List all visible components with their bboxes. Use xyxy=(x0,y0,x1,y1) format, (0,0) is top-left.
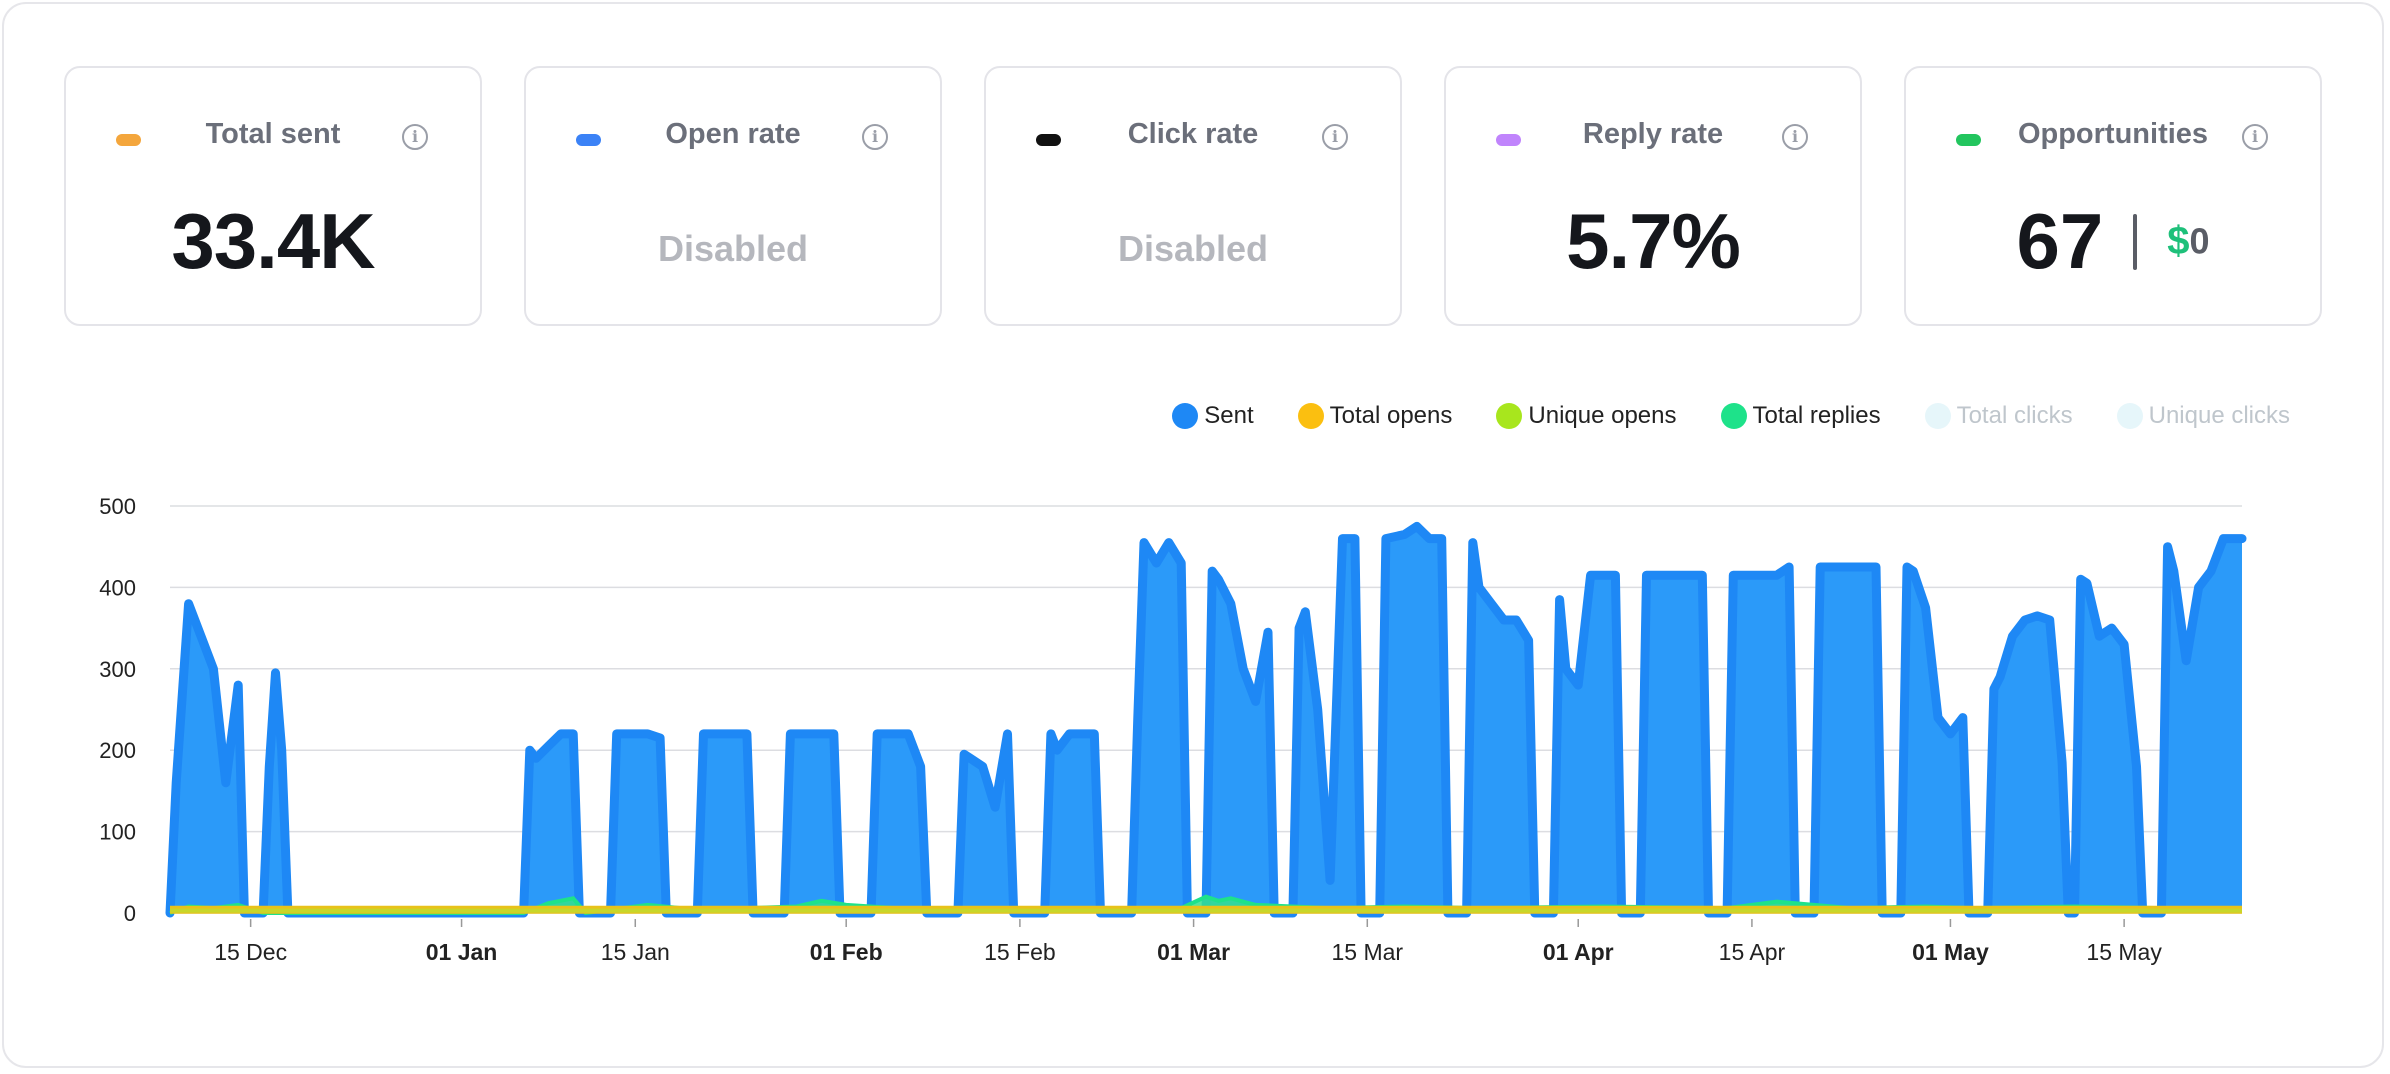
card-reply-rate: Reply rate i 5.7% xyxy=(1444,66,1862,326)
x-tick-label: 01 Jan xyxy=(426,939,498,965)
x-tick-label: 15 Apr xyxy=(1719,939,1786,965)
legend-item-sent[interactable]: Sent xyxy=(1172,402,1254,430)
x-tick-label: 15 Feb xyxy=(984,939,1056,965)
card-value: 33.4K xyxy=(171,197,375,285)
y-tick-label: 100 xyxy=(99,820,136,845)
legend-item-total-replies[interactable]: Total replies xyxy=(1720,402,1881,430)
card-title: Open rate xyxy=(665,118,801,150)
click-rate-dot xyxy=(1036,134,1061,146)
x-tick-label: 01 Apr xyxy=(1543,939,1614,965)
legend-swatch xyxy=(1924,403,1951,429)
legend-item-total-opens[interactable]: Total opens xyxy=(1297,402,1453,430)
legend-swatch xyxy=(1496,403,1523,429)
card-value: Disabled xyxy=(657,228,809,269)
legend-item-unique-clicks[interactable]: Unique clicks xyxy=(2116,402,2290,430)
x-tick-label: 01 May xyxy=(1912,939,1989,965)
info-icon[interactable]: i xyxy=(1782,124,1808,150)
opportunities-count: 67 xyxy=(2016,197,2104,285)
y-tick-label: 200 xyxy=(99,738,136,763)
x-tick-label: 15 Mar xyxy=(1331,939,1403,965)
legend-label: Total clicks xyxy=(1956,402,2073,429)
y-tick-label: 0 xyxy=(124,901,136,926)
x-tick-label: 01 Mar xyxy=(1157,939,1230,965)
legend-swatch xyxy=(1720,403,1747,429)
divider xyxy=(2133,213,2138,270)
card-title: Total sent xyxy=(205,118,341,150)
card-total-sent: Total sent i 33.4K xyxy=(64,66,482,326)
legend-label: Unique clicks xyxy=(2148,402,2290,429)
legend-label: Total opens xyxy=(1329,402,1453,429)
legend-label: Unique opens xyxy=(1528,402,1677,429)
x-tick-label: 01 Feb xyxy=(810,939,883,965)
info-icon[interactable]: i xyxy=(402,124,428,150)
card-title: Reply rate xyxy=(1582,118,1724,150)
info-icon[interactable]: i xyxy=(862,124,888,150)
legend-swatch xyxy=(1297,403,1324,429)
opportunities-dot xyxy=(1956,134,1981,146)
card-opportunities: Opportunities i 67 $0 xyxy=(1904,66,2322,326)
info-icon[interactable]: i xyxy=(1322,124,1348,150)
info-icon[interactable]: i xyxy=(2242,124,2268,150)
card-open-rate: Open rate i Disabled xyxy=(524,66,942,326)
x-tick-label: 15 Dec xyxy=(214,939,287,965)
currency-symbol: $ xyxy=(2167,219,2190,263)
x-tick-label: 15 May xyxy=(2086,939,2162,965)
chart-legend: Sent Total opens Unique opens Total repl… xyxy=(1172,402,2290,430)
card-value: 5.7% xyxy=(1566,197,1741,285)
legend-item-unique-opens[interactable]: Unique opens xyxy=(1496,402,1677,430)
card-title: Opportunities xyxy=(2017,118,2209,150)
legend-swatch xyxy=(1172,403,1199,429)
total-sent-dot xyxy=(116,134,141,146)
open-rate-dot xyxy=(576,134,601,146)
series-sent-line xyxy=(165,521,2247,918)
legend-item-total-clicks[interactable]: Total clicks xyxy=(1924,402,2073,430)
reply-rate-dot xyxy=(1496,134,1521,146)
y-tick-label: 300 xyxy=(99,657,136,682)
legend-swatch xyxy=(2116,403,2143,429)
opportunities-amount: 0 xyxy=(2189,220,2210,262)
series-sent-area xyxy=(170,526,2242,913)
y-tick-label: 500 xyxy=(99,494,136,519)
card-title: Click rate xyxy=(1127,118,1259,150)
x-tick-label: 15 Jan xyxy=(601,939,670,965)
legend-label: Total replies xyxy=(1752,402,1881,429)
card-click-rate: Click rate i Disabled xyxy=(984,66,1402,326)
opportunities-value-row: 67 $0 xyxy=(1906,196,2320,287)
card-value: Disabled xyxy=(1117,228,1269,269)
legend-label: Sent xyxy=(1204,402,1254,429)
y-tick-label: 400 xyxy=(99,575,136,600)
